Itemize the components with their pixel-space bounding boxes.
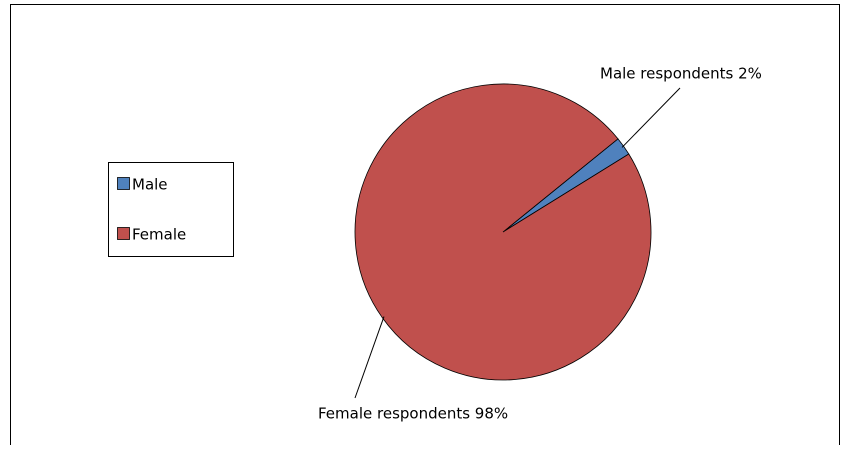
leader-line (621, 87, 681, 148)
legend-swatch (117, 227, 130, 240)
legend-label: Male (132, 176, 168, 194)
data-label: Female respondents 98% (318, 405, 508, 423)
legend-label: Female (132, 226, 186, 244)
data-label: Male respondents 2% (600, 65, 762, 83)
legend-swatch (117, 177, 130, 190)
pie-slice (354, 83, 652, 381)
leader-line (354, 316, 385, 399)
